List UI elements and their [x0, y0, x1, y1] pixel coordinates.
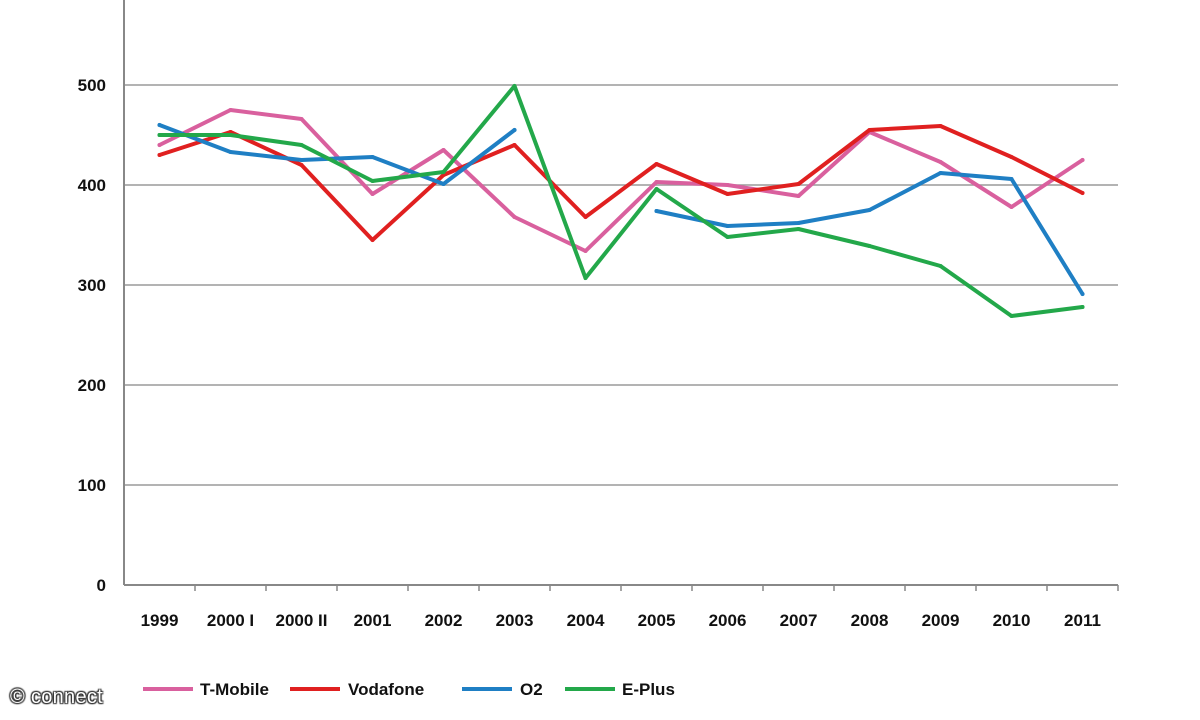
data-point-t-mobile	[1009, 205, 1014, 209]
data-point-vodafone	[725, 192, 730, 196]
legend-item-o2: O2	[462, 680, 543, 699]
data-point-e-plus	[725, 235, 730, 239]
x-tick-label: 2008	[851, 611, 889, 630]
data-point-e-plus	[1009, 314, 1014, 318]
data-point-t-mobile	[654, 180, 659, 184]
data-point-e-plus	[370, 179, 375, 183]
x-tick-label: 2011	[1064, 611, 1101, 630]
series-o2	[157, 123, 1085, 296]
gridlines	[124, 84, 1118, 486]
x-tick-label: 2005	[638, 611, 676, 630]
x-tick-label: 2006	[709, 611, 747, 630]
legend-label: T-Mobile	[200, 680, 269, 699]
x-tick-label: 2003	[496, 611, 534, 630]
series-e-plus	[157, 84, 1085, 318]
x-tick-label: 2001	[354, 611, 392, 630]
data-point-o2	[867, 208, 872, 212]
data-point-vodafone	[867, 128, 872, 132]
data-point-o2	[796, 221, 801, 225]
data-point-o2	[512, 128, 517, 132]
series-line-t-mobile	[157, 108, 1085, 253]
data-point-vodafone	[157, 153, 162, 157]
legend-item-e-plus: E-Plus	[565, 680, 675, 699]
y-tick-label: 100	[78, 476, 106, 495]
legend-item-t-mobile: T-Mobile	[143, 680, 269, 699]
data-point-o2	[725, 224, 730, 228]
data-point-o2	[370, 155, 375, 159]
data-point-e-plus	[157, 133, 162, 137]
data-point-o2	[299, 158, 304, 162]
y-tick-label: 500	[78, 76, 106, 95]
series-line-e-plus	[157, 84, 1085, 318]
data-point-t-mobile	[299, 117, 304, 121]
x-tick-label: 2000 II	[276, 611, 328, 630]
data-point-o2	[938, 171, 943, 175]
y-tick-label: 0	[97, 576, 106, 595]
data-point-t-mobile	[938, 160, 943, 164]
x-tick-label: 1999	[141, 611, 179, 630]
y-tick-label: 300	[78, 276, 106, 295]
series-vodafone	[157, 124, 1085, 242]
data-point-vodafone	[1080, 191, 1085, 195]
legend: T-Mobile Vodafone O2 E-Plus	[143, 680, 675, 699]
data-point-vodafone	[512, 143, 517, 147]
data-point-e-plus	[654, 187, 659, 191]
series-lines	[157, 84, 1085, 318]
data-point-e-plus	[228, 133, 233, 137]
data-point-vodafone	[299, 163, 304, 167]
x-tick-label: 2004	[567, 611, 605, 630]
data-point-vodafone	[583, 215, 588, 219]
data-point-vodafone	[370, 238, 375, 242]
data-point-e-plus	[441, 170, 446, 174]
data-point-o2	[228, 150, 233, 154]
data-point-o2	[157, 123, 162, 127]
data-point-t-mobile	[441, 148, 446, 152]
data-point-o2	[1009, 177, 1014, 181]
data-point-vodafone	[1009, 155, 1014, 159]
y-tick-label: 400	[78, 176, 106, 195]
y-tick-label: 200	[78, 376, 106, 395]
data-point-vodafone	[796, 182, 801, 186]
x-tick-label: 2000 I	[207, 611, 254, 630]
legend-label: O2	[520, 680, 543, 699]
data-point-vodafone	[654, 162, 659, 166]
legend-label: E-Plus	[622, 680, 675, 699]
data-point-e-plus	[512, 84, 517, 88]
data-point-o2	[654, 209, 659, 213]
data-point-e-plus	[796, 227, 801, 231]
legend-item-vodafone: Vodafone	[290, 680, 424, 699]
data-point-t-mobile	[370, 192, 375, 196]
data-point-t-mobile	[583, 249, 588, 253]
data-point-t-mobile	[512, 215, 517, 219]
x-tick-label: 2007	[780, 611, 818, 630]
data-point-e-plus	[867, 244, 872, 248]
data-point-t-mobile	[1080, 158, 1085, 162]
data-point-o2	[1080, 292, 1085, 296]
x-tick-label: 2002	[425, 611, 463, 630]
x-tick-label: 2010	[993, 611, 1031, 630]
data-point-t-mobile	[725, 183, 730, 187]
data-point-e-plus	[938, 264, 943, 268]
data-point-o2	[441, 182, 446, 186]
series-line-vodafone	[157, 124, 1085, 242]
data-point-e-plus	[299, 143, 304, 147]
data-point-e-plus	[1080, 305, 1085, 309]
data-point-t-mobile	[228, 108, 233, 112]
data-point-e-plus	[583, 276, 588, 280]
x-tick-label: 2009	[922, 611, 960, 630]
data-point-t-mobile	[796, 194, 801, 198]
y-axis-ticks: 0 100 200 300 400 500	[78, 76, 106, 595]
data-point-vodafone	[938, 124, 943, 128]
watermark-text: © connect	[10, 686, 104, 708]
data-point-t-mobile	[157, 143, 162, 147]
x-axis-ticks: 1999 2000 I 2000 II 2001 2002 2003 2004 2005 200…	[141, 585, 1119, 630]
legend-label: Vodafone	[348, 680, 424, 699]
